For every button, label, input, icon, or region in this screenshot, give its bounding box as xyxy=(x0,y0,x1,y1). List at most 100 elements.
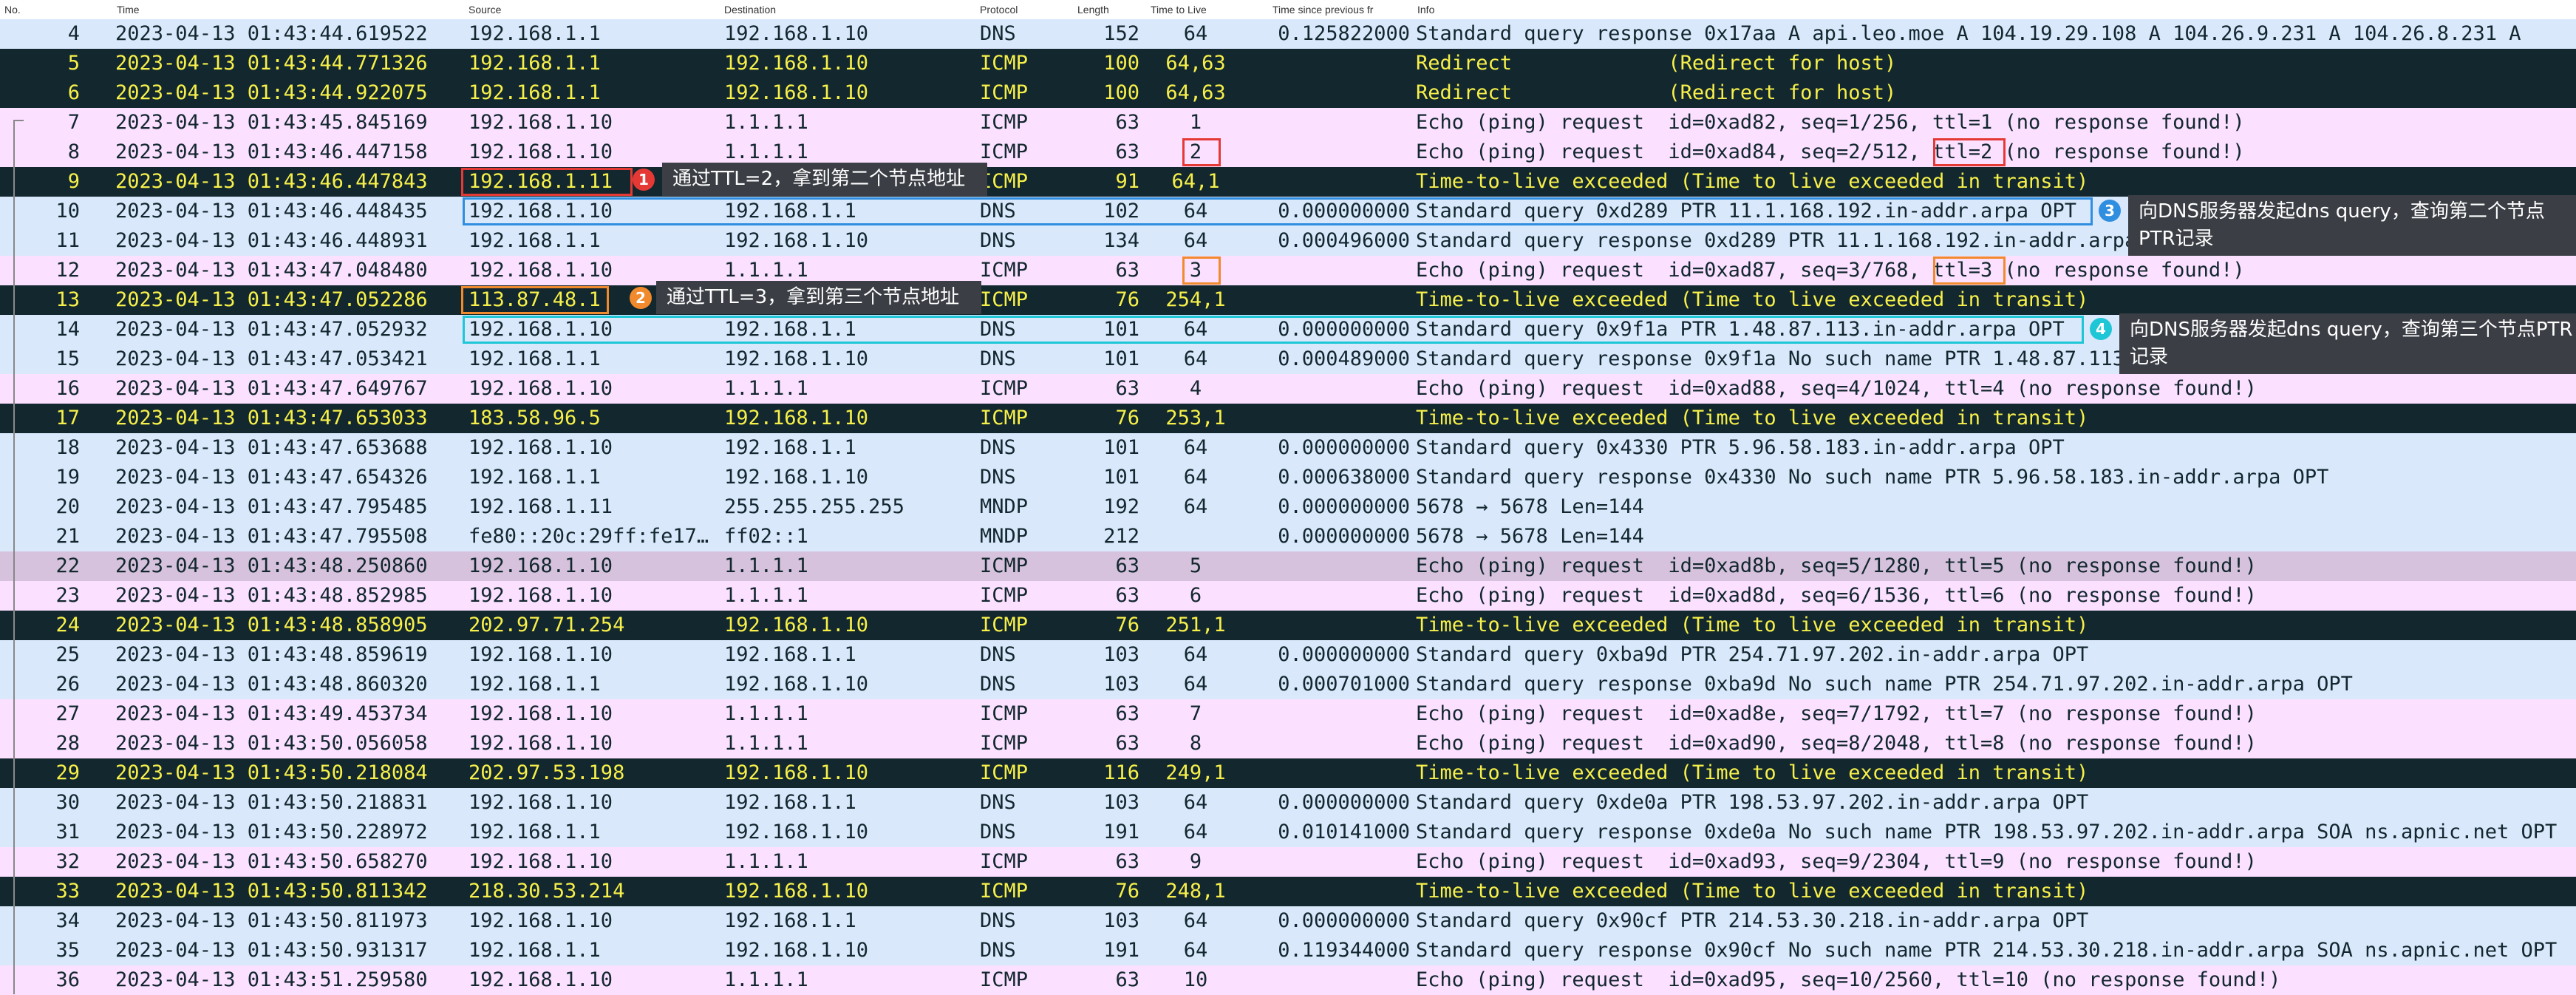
cell-src: 192.168.1.10 xyxy=(468,968,613,991)
packet-row[interactable]: 6 2023-04-13 01:43:44.922075 192.168.1.1 19… xyxy=(0,78,2576,108)
packet-row[interactable]: 8 2023-04-13 01:43:46.447158 192.168.1.10 1… xyxy=(0,137,2576,167)
cell-ttl: 64 xyxy=(1183,436,1208,459)
cell-len: 63 xyxy=(1115,732,1139,755)
packet-row[interactable]: 7 2023-04-13 01:43:45.845169 192.168.1.10 1… xyxy=(0,108,2576,137)
packet-row[interactable]: 17 2023-04-13 01:43:47.653033 183.58.96.5 1… xyxy=(0,404,2576,433)
cell-no: 21 xyxy=(55,525,80,548)
col-header-info[interactable]: Info xyxy=(1417,4,1435,16)
cell-src: 192.168.1.10 xyxy=(468,850,613,873)
col-header-delta[interactable]: Time since previous fr xyxy=(1272,4,1374,16)
annotation-callout-4: 向DNS服务器发起dns query，查询第三个节点PTR记录 xyxy=(2119,313,2576,374)
cell-ttl: 64 xyxy=(1183,909,1208,932)
cell-time: 2023-04-13 01:43:48.250860 xyxy=(115,554,428,577)
cell-info: Standard query response 0x17aa A api.leo… xyxy=(1416,22,2521,45)
cell-len: 191 xyxy=(1103,939,1139,962)
ttl2-info-highlight xyxy=(1933,138,2006,166)
packet-row[interactable]: 35 2023-04-13 01:43:50.931317 192.168.1.1 1… xyxy=(0,936,2576,965)
cell-delta: 0.000000000 xyxy=(1278,318,1410,341)
cell-time: 2023-04-13 01:43:47.654326 xyxy=(115,466,428,489)
cell-proto: DNS xyxy=(980,22,1016,45)
col-header-ttl[interactable]: Time to Live xyxy=(1151,4,1207,16)
col-header-no[interactable]: No. xyxy=(4,4,21,16)
packet-row[interactable]: 16 2023-04-13 01:43:47.649767 192.168.1.10… xyxy=(0,374,2576,404)
cell-len: 103 xyxy=(1103,673,1139,696)
packet-row[interactable]: 28 2023-04-13 01:43:50.056058 192.168.1.10… xyxy=(0,729,2576,758)
col-header-source[interactable]: Source xyxy=(468,4,502,16)
cell-ttl: 64 xyxy=(1183,791,1208,814)
col-header-time[interactable]: Time xyxy=(117,4,140,16)
packet-row[interactable]: 26 2023-04-13 01:43:48.860320 192.168.1.1 1… xyxy=(0,670,2576,699)
packet-row[interactable]: 21 2023-04-13 01:43:47.795508 fe80::20c:29… xyxy=(0,522,2576,551)
cell-proto: DNS xyxy=(980,909,1016,932)
packet-row[interactable]: 23 2023-04-13 01:43:48.852985 192.168.1.10… xyxy=(0,581,2576,611)
cell-len: 101 xyxy=(1103,466,1139,489)
packet-row[interactable]: 18 2023-04-13 01:43:47.653688 192.168.1.10… xyxy=(0,433,2576,463)
cell-no: 27 xyxy=(55,702,80,725)
annotation-badge-3: 3 xyxy=(2099,200,2121,222)
cell-ttl: 64 xyxy=(1183,673,1208,696)
cell-time: 2023-04-13 01:43:50.228972 xyxy=(115,821,428,843)
cell-proto: ICMP xyxy=(980,761,1029,784)
packet-row[interactable]: 34 2023-04-13 01:43:50.811973 192.168.1.10… xyxy=(0,906,2576,936)
annotation-badge-4: 4 xyxy=(2090,318,2112,340)
packet-row[interactable]: 32 2023-04-13 01:43:50.658270 192.168.1.10… xyxy=(0,847,2576,877)
cell-len: 152 xyxy=(1103,22,1139,45)
packet-row[interactable]: 24 2023-04-13 01:43:48.858905 202.97.71.25… xyxy=(0,611,2576,640)
packet-row[interactable]: 5 2023-04-13 01:43:44.771326 192.168.1.1 19… xyxy=(0,49,2576,78)
cell-proto: ICMP xyxy=(980,52,1029,75)
cell-len: 116 xyxy=(1103,761,1139,784)
packet-row[interactable]: 19 2023-04-13 01:43:47.654326 192.168.1.1 1… xyxy=(0,463,2576,492)
cell-proto: DNS xyxy=(980,466,1016,489)
packet-row[interactable]: 15 2023-04-13 01:43:47.053421 192.168.1.1 1… xyxy=(0,344,2576,374)
cell-no: 19 xyxy=(55,466,80,489)
cell-time: 2023-04-13 01:43:48.852985 xyxy=(115,584,428,607)
col-header-length[interactable]: Length xyxy=(1077,4,1109,16)
packet-list-header: No. Time Source Destination Protocol Len… xyxy=(0,0,2576,20)
cell-ttl: 2 xyxy=(1189,140,1202,163)
packet-row[interactable]: 25 2023-04-13 01:43:48.859619 192.168.1.10… xyxy=(0,640,2576,670)
packet-row[interactable]: 33 2023-04-13 01:43:50.811342 218.30.53.21… xyxy=(0,877,2576,906)
cell-src: 113.87.48.1 xyxy=(468,288,601,311)
cell-delta: 0.119344000 xyxy=(1278,939,1410,962)
cell-delta: 0.000000000 xyxy=(1278,495,1410,518)
cell-proto: ICMP xyxy=(980,614,1029,636)
packet-row[interactable]: 4 2023-04-13 01:43:44.619522 192.168.1.1 19… xyxy=(0,19,2576,49)
cell-src: 192.168.1.1 xyxy=(468,52,601,75)
cell-time: 2023-04-13 01:43:47.053421 xyxy=(115,347,428,370)
packet-row[interactable]: 30 2023-04-13 01:43:50.218831 192.168.1.10… xyxy=(0,788,2576,818)
cell-ttl: 254,1 xyxy=(1165,288,1226,311)
packet-row[interactable]: 36 2023-04-13 01:43:51.259580 192.168.1.10… xyxy=(0,965,2576,995)
packet-row[interactable]: 29 2023-04-13 01:43:50.218084 202.97.53.19… xyxy=(0,758,2576,788)
cell-time: 2023-04-13 01:43:46.447158 xyxy=(115,140,428,163)
cell-info: Standard query response 0xba9d No such n… xyxy=(1416,673,2353,696)
cell-delta: 0.000000000 xyxy=(1278,436,1410,459)
col-header-destination[interactable]: Destination xyxy=(724,4,777,16)
cell-time: 2023-04-13 01:43:49.453734 xyxy=(115,702,428,725)
cell-time: 2023-04-13 01:43:50.056058 xyxy=(115,732,428,755)
packet-row[interactable]: 27 2023-04-13 01:43:49.453734 192.168.1.10… xyxy=(0,699,2576,729)
packet-row[interactable]: 14 2023-04-13 01:43:47.052932 192.168.1.10… xyxy=(0,315,2576,344)
packet-row[interactable]: 9 2023-04-13 01:43:46.447843 192.168.1.11 1… xyxy=(0,167,2576,197)
cell-no: 15 xyxy=(55,347,80,370)
cell-info: Time-to-live exceeded (Time to live exce… xyxy=(1416,170,2089,193)
col-header-protocol[interactable]: Protocol xyxy=(980,4,1018,16)
cell-info: Echo (ping) request id=0xad8b, seq=5/128… xyxy=(1416,554,2257,577)
hop2-source-highlight xyxy=(461,168,633,196)
cell-proto: ICMP xyxy=(980,170,1029,193)
cell-no: 5 xyxy=(67,52,80,75)
cell-dst: 1.1.1.1 xyxy=(724,850,808,873)
packet-row[interactable]: 12 2023-04-13 01:43:47.048480 192.168.1.10… xyxy=(0,256,2576,285)
cell-no: 7 xyxy=(67,111,80,134)
cell-time: 2023-04-13 01:43:47.052286 xyxy=(115,288,428,311)
packet-row[interactable]: 31 2023-04-13 01:43:50.228972 192.168.1.1 1… xyxy=(0,818,2576,847)
cell-delta: 0.000000000 xyxy=(1278,909,1410,932)
packet-row[interactable]: 22 2023-04-13 01:43:48.250860 192.168.1.10… xyxy=(0,551,2576,581)
cell-dst: 1.1.1.1 xyxy=(724,732,808,755)
packet-row[interactable]: 20 2023-04-13 01:43:47.795485 192.168.1.11… xyxy=(0,492,2576,522)
cell-no: 28 xyxy=(55,732,80,755)
cell-ttl: 64,63 xyxy=(1165,52,1226,75)
cell-len: 102 xyxy=(1103,200,1139,223)
cell-time: 2023-04-13 01:43:50.218831 xyxy=(115,791,428,814)
cell-src: 192.168.1.11 xyxy=(468,495,613,518)
